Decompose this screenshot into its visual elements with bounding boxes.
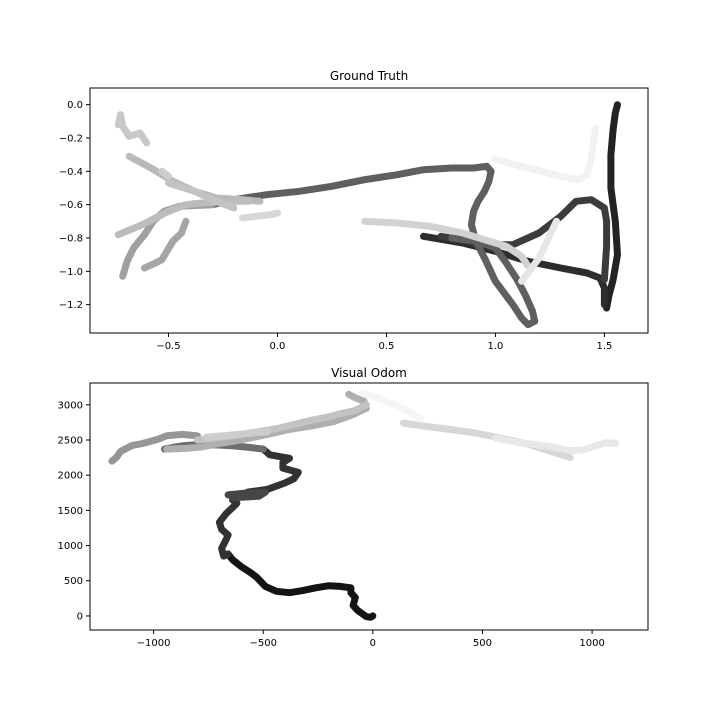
visual-odom-x-ticks: −1000 −500 0 500 1000 [137, 630, 605, 649]
x-tick-label: −1000 [137, 638, 171, 649]
x-tick-label: 0.5 [378, 341, 394, 352]
y-tick-label: 0.0 [67, 100, 83, 111]
trajectory-segment-8 [400, 419, 574, 462]
ground-truth-title: Ground Truth [330, 69, 408, 83]
y-tick-label: 1000 [58, 541, 83, 552]
x-tick-label: 0 [370, 638, 376, 649]
trajectory-segment-8 [165, 179, 238, 212]
trajectory-segment-4 [108, 430, 201, 465]
x-tick-label: 1.5 [596, 341, 612, 352]
y-tick-label: 2000 [58, 471, 83, 482]
trajectory-segment-2 [224, 488, 269, 502]
y-tick-label: −0.4 [59, 167, 83, 178]
trajectory-segment-11 [361, 217, 532, 270]
visual-odom-subplot: Visual Odom −1000 −500 0 500 1000 0 500 1000 15… [58, 366, 649, 649]
trajectory-segment-9 [492, 434, 620, 455]
ground-truth-x-ticks: −0.5 0.0 0.5 1.0 1.5 [156, 333, 612, 352]
trajectory-segment-9 [114, 111, 151, 147]
trajectory-segment-10 [158, 167, 172, 180]
trajectory-segment-7 [114, 197, 253, 239]
ground-truth-axes-frame [89, 87, 649, 334]
x-tick-label: −500 [249, 638, 276, 649]
trajectory-segment-7 [202, 428, 272, 441]
x-tick-label: 1000 [579, 638, 604, 649]
x-tick-label: 1.0 [487, 341, 503, 352]
trajectory-segment-0 [224, 550, 377, 621]
ground-truth-y-ticks: 0.0 −0.2 −0.4 −0.6 −0.8 −1.0 −1.2 [59, 100, 90, 311]
ground-truth-subplot: Ground Truth −0.5 0.0 0.5 1.0 1.5 0.0 −0.2 −0.… [59, 69, 649, 352]
y-tick-label: 1500 [58, 506, 83, 517]
visual-odom-title: Visual Odom [331, 366, 407, 380]
y-tick-label: 3000 [58, 400, 83, 411]
x-tick-label: 500 [473, 638, 492, 649]
visual-odom-y-ticks: 0 500 1000 1500 2000 2500 3000 [58, 400, 90, 622]
y-tick-label: −0.6 [59, 200, 83, 211]
x-tick-label: 0.0 [270, 341, 286, 352]
y-tick-label: −1.0 [59, 267, 83, 278]
y-tick-label: 0 [77, 611, 83, 622]
y-tick-label: −0.8 [59, 234, 83, 245]
y-tick-label: −0.2 [59, 134, 83, 145]
trajectory-segment-5 [141, 217, 190, 272]
y-tick-label: 2500 [58, 436, 83, 447]
trajectory-segment-12 [239, 209, 281, 222]
y-tick-label: −1.2 [59, 300, 83, 311]
trajectory-segment-14 [491, 124, 600, 184]
trajectory-segment-1 [215, 445, 302, 560]
trajectory-segment-10 [358, 389, 425, 423]
visual-odom-axes-frame [89, 382, 649, 631]
visual-odom-marks [108, 389, 620, 621]
x-tick-label: −0.5 [156, 341, 180, 352]
ground-truth-marks [114, 101, 621, 329]
trajectory-segment-0 [603, 101, 621, 312]
y-tick-label: 500 [64, 576, 83, 587]
trajectory-segment-3 [208, 162, 539, 329]
trajectory-segment-13 [518, 217, 560, 285]
